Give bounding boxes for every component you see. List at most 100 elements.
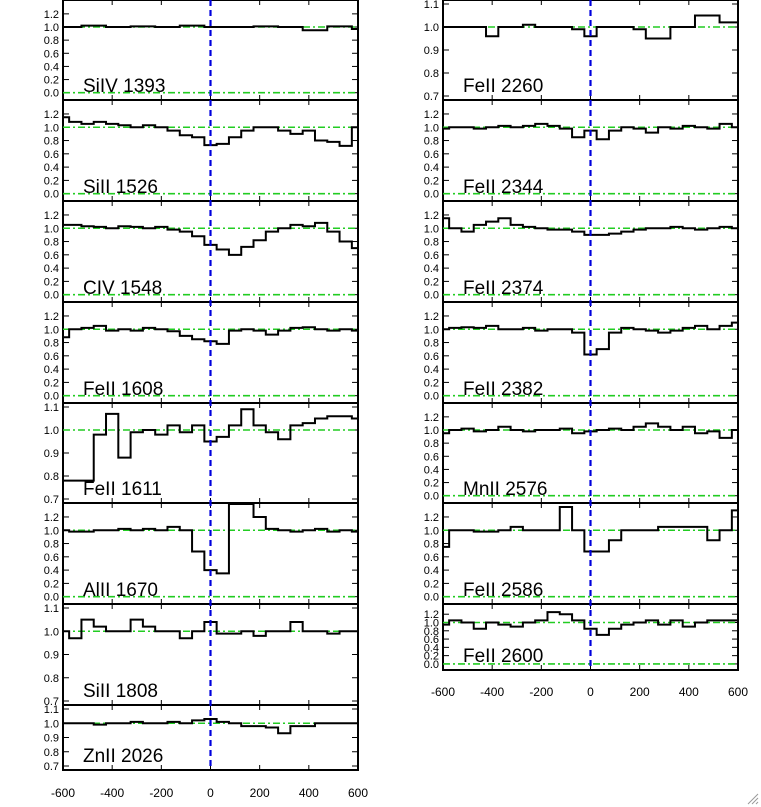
panel-0-4-ytick-label: 0.8: [44, 471, 59, 483]
panel-0-0-ytick-label: 1.2: [44, 9, 59, 21]
panel-1-5-ytick-label: 0.2: [424, 578, 439, 590]
panel-1-6-ytick-label: 0.6: [424, 634, 439, 646]
panel-0-2-ytick-label: 1.0: [44, 223, 59, 235]
panel-0-5-ytick-label: 1.2: [44, 512, 59, 524]
column-0-xtick-label: 200: [250, 786, 270, 800]
panel-0-0-ytick-label: 0.2: [44, 75, 59, 87]
panel-1-5-ytick-label: 0.0: [424, 592, 439, 604]
panel-1-2-ytick-label: 0.6: [424, 250, 439, 262]
panel-1-4-ion-label: MnII 2576: [463, 479, 548, 500]
panel-0-1-ytick-label: 1.2: [44, 109, 59, 121]
panel-0-6-ytick-label: 0.9: [44, 650, 59, 662]
panel-0-2-spectrum: [63, 221, 359, 256]
panel-1-4-ytick-label: 0.0: [424, 491, 439, 503]
panel-0-4-spectrum: [63, 408, 358, 482]
panel-0-1-ytick-label: 0.2: [44, 175, 59, 187]
panel-0-7-ytick-label: 0.7: [44, 761, 59, 773]
panel-1-3-ytick-label: 0.8: [424, 338, 439, 350]
panel-1-1-ytick-label: 0.6: [424, 149, 439, 161]
panel-0-2-ytick-label: 0.4: [44, 263, 59, 275]
panel-1-5-ion-label: FeII 2586: [463, 580, 543, 601]
panel-0-3-ytick-label: 1.0: [44, 324, 59, 336]
panel-1-2-ytick-label: 1.2: [424, 210, 439, 222]
panel-0-3-ytick-label: 0.8: [44, 338, 59, 350]
panel-0-5-ytick-label: 0.8: [44, 539, 59, 551]
panel-0-6-ytick-label: 1.0: [44, 626, 59, 638]
panel-0-2-ytick-label: 0.0: [44, 290, 59, 302]
panel-1-5-ytick-label: 1.0: [424, 525, 439, 537]
panel-0-5-ytick-label: 1.0: [44, 525, 59, 537]
panel-0-2-ytick-label: 0.6: [44, 250, 59, 262]
panel-0-7-ytick-label: 1.1: [44, 704, 59, 716]
panel-0-4-ytick-label: 1.1: [44, 402, 59, 414]
panel-1-4-ytick-label: 0.4: [424, 464, 439, 476]
panel-0-1-ytick-label: 0.8: [44, 136, 59, 148]
panel-0-1-ytick-label: 0.6: [44, 149, 59, 161]
panel-0-7-ytick-label: 1.0: [44, 718, 59, 730]
panel-0-2-ytick-label: 0.8: [44, 237, 59, 249]
panel-0-0-ytick-label: 0.0: [44, 88, 59, 100]
panel-0-3-ion-label: FeII 1608: [83, 379, 163, 400]
panel-0-2-ion-label: CIV 1548: [83, 278, 162, 299]
panel-0-6-ytick-label: 1.1: [44, 603, 59, 615]
panel-0-3-ytick-label: 0.4: [44, 364, 59, 376]
panel-1-6-ytick-label: 0.0: [424, 659, 439, 671]
panel-1-3-spectrum: [443, 321, 738, 356]
panel-1-2-ytick-label: 1.0: [424, 223, 439, 235]
panel-1-1-spectrum: [443, 122, 738, 141]
panel-0-4-ion-label: FeII 1611: [83, 479, 162, 500]
panel-1-1-ytick-label: 0.8: [424, 136, 439, 148]
panel-0-7-ytick-label: 0.8: [44, 747, 59, 759]
panel-0-7-spectrum: [63, 717, 358, 735]
panel-1-5-ytick-label: 1.2: [424, 512, 439, 524]
panel-1-2-ytick-label: 0.8: [424, 237, 439, 249]
panel-1-6-ytick-label: 0.8: [424, 626, 439, 638]
panel-0-5-ytick-label: 0.6: [44, 552, 59, 564]
panel-1-0-ytick-label: 0.8: [424, 68, 439, 80]
panel-1-3-ytick-label: 0.6: [424, 351, 439, 363]
column-0-xtick-label: 600: [348, 786, 368, 800]
column-1-xtick-label: 600: [728, 685, 748, 699]
panel-0-0-ion-label: SiIV 1393: [83, 76, 165, 97]
panel-1-0-ytick-label: 1.0: [424, 22, 439, 34]
panel-0-0-ytick-label: 1.0: [44, 22, 59, 34]
panel-0-6-ytick-label: 0.7: [44, 696, 59, 708]
panel-1-1-ytick-label: 0.2: [424, 175, 439, 187]
panel-0-2-ytick-label: 0.2: [44, 276, 59, 288]
panel-0-3-ytick-label: 1.2: [44, 311, 59, 323]
column-0-xtick-label: -400: [100, 786, 124, 800]
panel-1-2-ytick-label: 0.4: [424, 263, 439, 275]
panel-1-1-ytick-label: 0.4: [424, 162, 439, 174]
column-1-xtick-label: 400: [679, 685, 699, 699]
column-1-xtick-label: -600: [431, 685, 455, 699]
panel-1-1-ion-label: FeII 2344: [463, 177, 544, 198]
panel-1-4-ytick-label: 0.2: [424, 478, 439, 490]
panel-1-6-ytick-label: 1.0: [424, 618, 439, 630]
column-1-xtick-label: 200: [630, 685, 650, 699]
panel-1-4-ytick-label: 0.8: [424, 438, 439, 450]
panel-1-2-ytick-label: 0.0: [424, 290, 439, 302]
panel-1-2-ytick-label: 0.2: [424, 276, 439, 288]
column-0-xtick-label: 0: [207, 786, 214, 800]
panel-1-4-ytick-label: 1.2: [424, 412, 439, 424]
column-0-xtick-label: 400: [299, 786, 319, 800]
panel-0-6-ion-label: SiII 1808: [83, 681, 158, 702]
panel-1-6-ytick-label: 0.4: [424, 642, 439, 654]
panel-1-1-ytick-label: 0.0: [424, 189, 439, 201]
column-1-xtick-label: -400: [480, 685, 504, 699]
panel-1-3-ytick-label: 1.2: [424, 311, 439, 323]
panel-1-4-ytick-label: 1.0: [424, 425, 439, 437]
column-1-xtick-label: -200: [529, 685, 553, 699]
panel-1-4-ytick-label: 0.6: [424, 451, 439, 463]
panel-1-0-ytick-label: 1.1: [424, 0, 439, 11]
panel-1-5-spectrum: [443, 506, 738, 553]
panel-1-3-ion-label: FeII 2382: [463, 379, 543, 400]
panel-0-5-spectrum: [63, 503, 359, 575]
column-1-xtick-label: 0: [587, 685, 594, 699]
panel-0-4-ytick-label: 1.0: [44, 425, 59, 437]
panel-0-0-spectrum: [63, 24, 359, 32]
panel-1-6-ytick-label: 0.2: [424, 651, 439, 663]
panel-0-0-ytick-label: 0.4: [44, 61, 59, 73]
resize-grip-icon[interactable]: [745, 791, 759, 805]
